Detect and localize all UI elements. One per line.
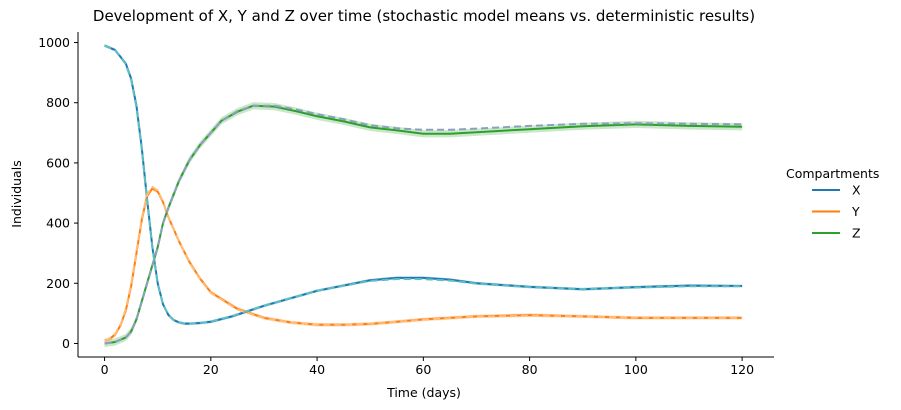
x-tick-label: 20 (203, 362, 219, 377)
y-tick-label: 400 (46, 216, 70, 231)
legend-title: Compartments (786, 166, 879, 181)
legend-label-x: X (852, 183, 861, 198)
series-line-z (104, 104, 743, 345)
legend: Compartments XYZ (786, 166, 879, 241)
chart-title: Development of X, Y and Z over time (sto… (93, 7, 755, 25)
x-tick-label: 80 (522, 362, 538, 377)
y-tick-label: 800 (46, 95, 70, 110)
series-line-x (104, 44, 743, 325)
x-axis-label: Time (days) (386, 385, 461, 400)
series-lines (104, 44, 743, 345)
y-tick-label: 600 (46, 155, 70, 170)
x-ticks: 0 20 40 60 80 100 120 (101, 357, 754, 377)
axes (77, 32, 774, 358)
y-axis-label: Individuals (9, 160, 24, 227)
y-tick-label: 0 (62, 336, 70, 351)
y-ticks: 0 200 400 600 800 1000 (38, 35, 78, 351)
x-tick-label: 40 (309, 362, 325, 377)
x-tick-label: 100 (624, 362, 648, 377)
y-tick-label: 200 (46, 276, 70, 291)
x-tick-label: 0 (101, 362, 109, 377)
band-z (104, 102, 743, 348)
series-line-x-det (104, 44, 743, 325)
confidence-bands (104, 44, 743, 348)
series-line-y-det (104, 185, 743, 342)
legend-label-y: Y (851, 204, 860, 219)
band-x (104, 44, 743, 326)
x-tick-label: 120 (730, 362, 754, 377)
legend-label-z: Z (852, 226, 861, 241)
series-line-z-det (104, 104, 743, 345)
y-tick-label: 1000 (38, 35, 70, 50)
x-tick-label: 60 (415, 362, 431, 377)
